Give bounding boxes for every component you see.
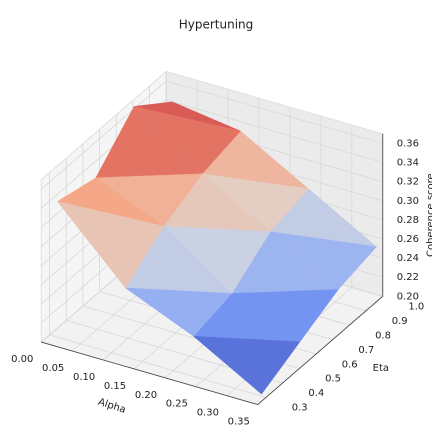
x-tick-label: 0.10	[73, 372, 95, 383]
y-tick-label: 0.6	[342, 359, 358, 370]
z-tick-label: 0.20	[397, 291, 419, 302]
y-axis-label: Eta	[373, 363, 389, 374]
x-tick-label: 0.15	[104, 381, 126, 392]
x-axis-line	[41, 341, 258, 405]
surface-triangle	[56, 201, 165, 289]
z-tick-label: 0.34	[397, 158, 419, 169]
y-tick-label: 0.3	[292, 403, 308, 414]
chart-title: Hypertuning	[179, 18, 254, 32]
z-tick-label: 0.24	[397, 253, 419, 264]
y-tick-label: 0.5	[325, 374, 341, 385]
grid-line	[166, 99, 383, 163]
z-tick-label: 0.30	[397, 196, 419, 207]
y-axis-line	[257, 296, 384, 405]
grid-line	[166, 80, 383, 144]
grid-line	[49, 334, 267, 398]
y-tick-label: 1.0	[408, 302, 424, 313]
z-tick-label: 0.32	[397, 177, 419, 188]
z-tick-label: 0.28	[397, 215, 419, 226]
x-tick-label: 0.35	[228, 417, 250, 428]
y-tick-label: 0.8	[375, 330, 391, 341]
surface-triangle	[124, 287, 233, 337]
z-tick-label: 0.22	[397, 272, 419, 283]
x-axis-label: Alpha	[97, 397, 127, 416]
x-tick-label: 0.20	[135, 390, 157, 401]
z-tick-label: 0.36	[397, 138, 419, 149]
grid-line	[40, 80, 167, 190]
y-tick-label: 0.4	[308, 388, 324, 399]
x-tick-label: 0.05	[42, 363, 64, 374]
z-tick-label: 0.26	[397, 234, 419, 245]
y-tick-label: 0.7	[358, 345, 374, 356]
x-tick-label: 0.25	[166, 399, 188, 410]
y-tick-label: 0.9	[392, 316, 408, 327]
surface-triangle	[192, 335, 301, 395]
z-axis-label: Coherence score	[426, 173, 432, 257]
x-tick-label: 0.00	[11, 354, 33, 365]
x-tick-label: 0.30	[197, 408, 219, 419]
